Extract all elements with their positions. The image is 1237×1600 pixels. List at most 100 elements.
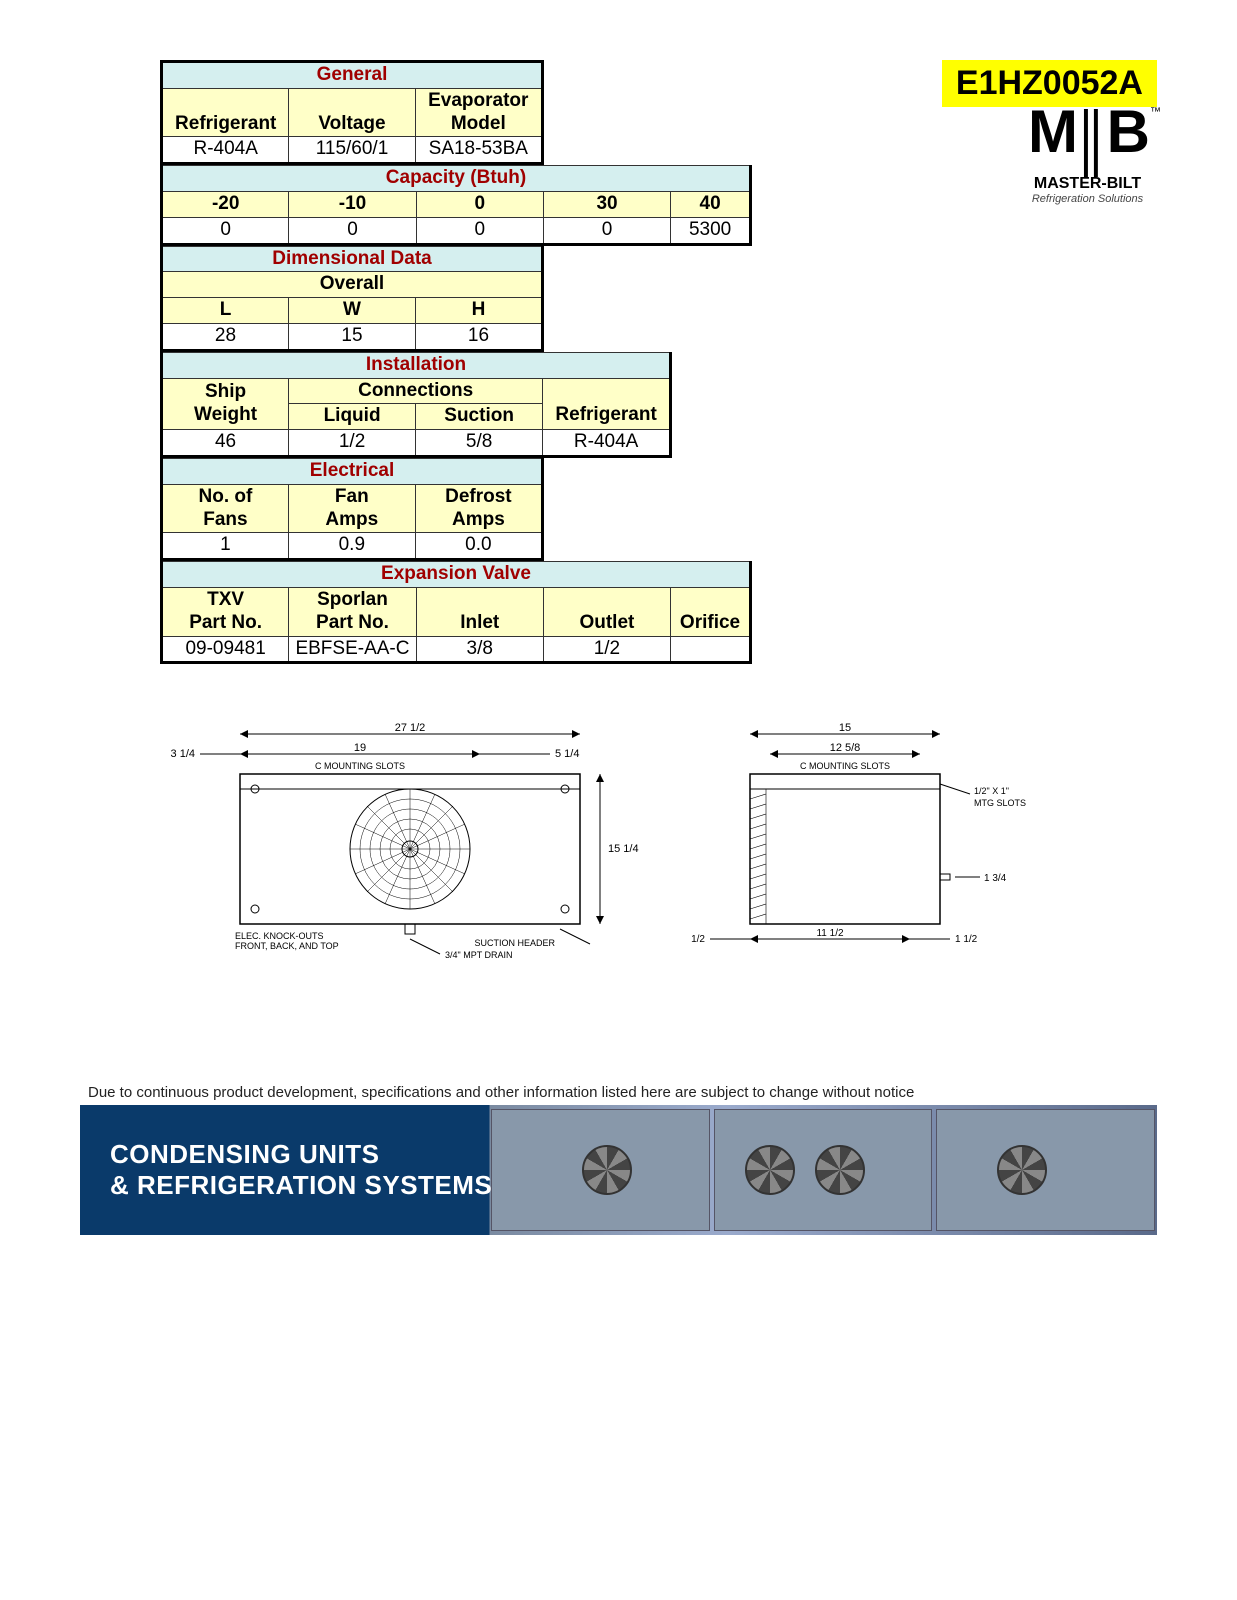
data-cell: 3/8 — [416, 636, 543, 663]
col-header: -10 — [289, 191, 416, 217]
col-header: Refrigerant — [543, 378, 671, 430]
hdr-line: Evaporator — [428, 90, 528, 111]
disclaimer-text: Due to continuous product development, s… — [88, 1084, 1157, 1101]
col-header: 40 — [671, 191, 751, 217]
logo-brand-name: MASTER-BILT — [1028, 175, 1147, 193]
dim-label: SUCTION HEADER — [474, 938, 555, 948]
logo-initial-b: B — [1107, 98, 1147, 165]
electrical-header: Electrical — [162, 458, 543, 484]
dimensional-table: Dimensional Data Overall L W H 28 15 16 — [160, 246, 544, 352]
tm-mark: ™ — [1150, 106, 1161, 118]
data-cell — [671, 636, 751, 663]
hdr-line: Voltage — [318, 113, 385, 134]
col-header: Defrost Amps — [415, 484, 542, 533]
hdr-line: TXV — [207, 589, 244, 610]
hdr-line: Orifice — [680, 612, 740, 633]
col-header: Refrigerant — [162, 88, 289, 137]
dim-label: 15 — [839, 722, 851, 734]
data-cell: EBFSE-AA-C — [289, 636, 416, 663]
dim-label: 12 5/8 — [830, 742, 861, 754]
hdr-line: Outlet — [579, 612, 634, 633]
dim-label: 5 1/4 — [555, 748, 579, 760]
dim-label: 1 3/4 — [984, 873, 1007, 884]
expansion-table: Expansion Valve TXV Part No. Sporlan Par… — [160, 561, 752, 664]
dim-label: C MOUNTING SLOTS — [800, 761, 890, 771]
general-table: General Refrigerant Voltage Evaporator M… — [160, 60, 544, 165]
banner-text: CONDENSING UNITS & REFRIGERATION SYSTEMS — [110, 1139, 492, 1201]
hdr-line: Part No. — [316, 612, 389, 633]
banner-line2: & REFRIGERATION SYSTEMS — [110, 1170, 492, 1200]
col-header: TXV Part No. — [162, 587, 289, 636]
data-cell: 0 — [543, 217, 670, 244]
hdr-line: Amps — [325, 509, 378, 530]
data-cell: 1/2 — [543, 636, 670, 663]
hdr-line: Defrost — [445, 486, 512, 507]
col-header: W — [289, 298, 416, 324]
col-subheader: Overall — [162, 272, 543, 298]
installation-table: Installation Ship Weight Connections Ref… — [160, 352, 672, 458]
dim-label: 19 — [354, 742, 366, 754]
col-header: -20 — [162, 191, 289, 217]
dim-label: ELEC. KNOCK-OUTS — [235, 931, 324, 941]
capacity-table: Capacity (Btuh) -20 -10 0 30 40 0 0 0 0 … — [160, 165, 752, 245]
dim-label: 11 1/2 — [816, 928, 843, 939]
hdr-line: Ship — [205, 381, 246, 402]
side-view-diagram: 15 12 5/8 C MOUNTING SLOTS — [690, 714, 1050, 974]
dim-label: MTG SLOTS — [974, 798, 1026, 808]
col-header: Fan Amps — [288, 484, 415, 533]
col-header: H — [415, 298, 542, 324]
expansion-header: Expansion Valve — [162, 562, 751, 588]
col-header: 30 — [543, 191, 670, 217]
banner-line1: CONDENSING UNITS — [110, 1139, 379, 1169]
condenser-unit-icon — [936, 1109, 1155, 1231]
hdr-line: Inlet — [460, 612, 499, 633]
condenser-unit-icon — [491, 1109, 710, 1231]
dim-label: 3/4" MPT DRAIN — [445, 950, 513, 960]
data-cell: 0 — [289, 217, 416, 244]
dim-label: 3 1/4 — [171, 748, 195, 760]
hdr-line: Model — [451, 113, 506, 134]
data-cell: 15 — [289, 323, 416, 350]
hdr-line: Part No. — [189, 612, 262, 633]
dim-label: 15 1/4 — [608, 843, 639, 855]
col-header: 0 — [416, 191, 543, 217]
col-header: Ship Weight — [162, 378, 289, 430]
col-header: Liquid — [289, 404, 416, 430]
thermometer-icon: ║ — [1071, 108, 1111, 173]
spec-tables: General Refrigerant Voltage Evaporator M… — [160, 60, 1157, 664]
data-cell: R-404A — [543, 430, 671, 457]
footer-banner: CONDENSING UNITS & REFRIGERATION SYSTEMS — [80, 1105, 1157, 1235]
dim-label: 1 1/2 — [955, 934, 978, 945]
condenser-unit-icon — [714, 1109, 933, 1231]
col-header: Suction — [416, 404, 543, 430]
data-cell: 5300 — [671, 217, 751, 244]
banner-units-graphic — [489, 1105, 1157, 1235]
dimensional-header: Dimensional Data — [162, 246, 543, 272]
hdr-line: Fans — [203, 509, 247, 530]
dim-label: 1/2" X 1" — [974, 786, 1009, 796]
col-header: Evaporator Model — [415, 88, 542, 137]
col-header: Outlet — [543, 587, 670, 636]
hdr-line: Refrigerant — [555, 404, 656, 425]
col-header: Connections — [289, 378, 543, 404]
data-cell: 1 — [162, 533, 289, 560]
dim-label: 27 1/2 — [395, 722, 426, 734]
data-cell: 5/8 — [416, 430, 543, 457]
col-header: Inlet — [416, 587, 543, 636]
brand-logo: M║B ™ MASTER-BILT Refrigeration Solution… — [1028, 108, 1147, 205]
data-cell: 28 — [162, 323, 289, 350]
col-header: No. of Fans — [162, 484, 289, 533]
data-cell: R-404A — [162, 137, 289, 164]
capacity-header: Capacity (Btuh) — [162, 166, 751, 192]
data-cell: 16 — [415, 323, 542, 350]
data-cell: 46 — [162, 430, 289, 457]
hdr-line: Fan — [335, 486, 369, 507]
logo-tagline: Refrigeration Solutions — [1028, 193, 1147, 205]
col-header: Orifice — [671, 587, 751, 636]
dim-label: 3 1/2 — [690, 934, 705, 945]
data-cell: 0.9 — [288, 533, 415, 560]
electrical-table: Electrical No. of Fans Fan Amps Defrost … — [160, 458, 544, 561]
data-cell: SA18-53BA — [415, 137, 542, 164]
data-cell: 1/2 — [289, 430, 416, 457]
data-cell: 09-09481 — [162, 636, 289, 663]
